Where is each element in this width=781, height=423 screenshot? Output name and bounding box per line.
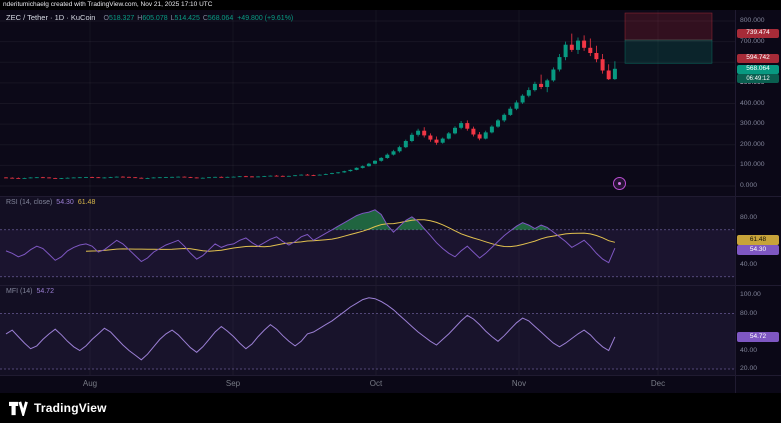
symbol-title[interactable]: ZEC / Tether · 1D · KuCoin <box>6 13 96 22</box>
mfi-pane[interactable]: MFI (14) 54.72 <box>0 285 735 375</box>
rsi-ma-badge: 61.48 <box>737 235 779 245</box>
rsi-title[interactable]: RSI (14, close) <box>6 199 53 206</box>
close-value: 568.064 <box>207 15 234 22</box>
time-axis-divider <box>0 375 781 376</box>
tradingview-logo-icon <box>9 400 28 416</box>
axis-label: 400.000 <box>740 99 765 107</box>
mfi-value-badge: 54.72 <box>737 332 779 342</box>
axis-label: 800.000 <box>740 17 765 24</box>
low-label: L <box>170 15 175 22</box>
mfi-legend[interactable]: MFI (14) 54.72 <box>6 288 54 295</box>
pane-divider[interactable] <box>0 196 781 197</box>
price-axis[interactable]: 739.474 594.742 568.064 06:49:12 61.48 5… <box>736 10 781 393</box>
tradingview-logo-text: TradingView <box>34 401 107 415</box>
time-axis-label: Nov <box>511 379 527 388</box>
change-value: +49.800 (+9.61%) <box>237 15 294 22</box>
axis-label: 20.00 <box>740 365 758 372</box>
time-axis-label: Oct <box>369 379 383 388</box>
tradingview-logo[interactable]: TradingView <box>9 400 107 416</box>
low-value: 514.425 <box>174 15 200 22</box>
rsi-pane[interactable]: RSI (14, close) 54.30 61.48 <box>0 196 735 285</box>
axis-label: 300.000 <box>740 120 765 128</box>
rsi-chart[interactable] <box>0 196 735 285</box>
position-target-price-badge: 594.742 <box>737 53 779 64</box>
price-pane[interactable]: ZEC / Tether · 1D · KuCoin O518.327 H605.0… <box>0 10 735 196</box>
rsi-ma-value: 61.48 <box>77 199 96 206</box>
mfi-chart[interactable] <box>0 285 735 375</box>
time-axis-label: Aug <box>82 379 98 388</box>
rsi-legend[interactable]: RSI (14, close) 54.30 61.48 <box>6 199 95 206</box>
axis-divider <box>735 10 736 393</box>
symbol-legend[interactable]: ZEC / Tether · 1D · KuCoin O518.327 H605.0… <box>6 13 293 22</box>
time-axis[interactable]: Aug Sep Oct Nov Dec <box>0 375 735 393</box>
rsi-value: 54.30 <box>56 199 74 206</box>
axis-label: 80.00 <box>740 309 758 317</box>
time-axis-label: Dec <box>650 379 666 388</box>
footer-bar: TradingView <box>0 393 781 423</box>
axis-label: 80.00 <box>740 214 758 221</box>
mfi-value: 54.72 <box>36 288 54 295</box>
candlestick-chart[interactable] <box>0 10 735 196</box>
axis-label: 40.00 <box>740 346 758 354</box>
event-marker-dot <box>618 182 621 185</box>
open-value: 518.327 <box>108 15 135 22</box>
open-label: O <box>103 15 109 22</box>
high-value: 605.078 <box>142 15 168 22</box>
high-label: H <box>137 15 143 22</box>
rsi-value-badge: 54.30 <box>737 245 779 255</box>
mfi-title[interactable]: MFI (14) <box>6 288 33 295</box>
time-axis-label: Sep <box>225 379 241 388</box>
axis-label: 40.00 <box>740 261 758 268</box>
pane-divider[interactable] <box>0 285 781 286</box>
bar-countdown-badge: 06:49:12 <box>737 74 779 84</box>
axis-label: 100.00 <box>740 291 761 298</box>
axis-label: 100.000 <box>740 161 765 169</box>
event-marker-icon[interactable] <box>613 177 626 190</box>
position-stop-price-badge: 739.474 <box>737 28 779 38</box>
axis-label: 0.000 <box>740 182 758 189</box>
snapshot-watermark: nderitumichaelg created with TradingView… <box>0 0 781 10</box>
axis-label: 200.000 <box>740 140 765 148</box>
axis-label: 700.000 <box>740 37 765 45</box>
last-price-badge: 568.064 <box>737 64 779 75</box>
close-label: C <box>202 15 208 22</box>
